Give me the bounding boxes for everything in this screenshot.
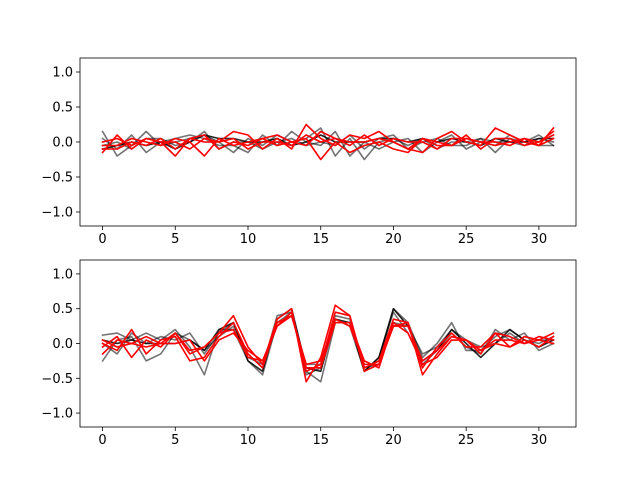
x-tick-label: 0	[98, 433, 106, 448]
y-tick-label: −1.0	[41, 407, 73, 422]
series-group	[101, 123, 555, 161]
x-tick-label: 10	[240, 232, 257, 247]
y-tick-label: −1.0	[41, 206, 73, 221]
y-tick-label: 0.5	[52, 101, 73, 116]
x-tick-label: 20	[385, 433, 402, 448]
x-tick-label: 20	[385, 232, 402, 247]
axes-1: 0 5 10 15 20 25 30 −1.0 −0.5 0.0 0.5 1.0	[41, 57, 577, 247]
x-tick-label: 15	[312, 232, 329, 247]
series-group	[101, 304, 555, 383]
x-tick-label: 25	[458, 433, 475, 448]
x-tick-label: 30	[531, 232, 548, 247]
y-tick-label: 0.0	[52, 136, 73, 151]
y-tick-label: 1.0	[52, 267, 73, 282]
x-tick-label: 25	[458, 232, 475, 247]
series-line-8	[101, 134, 555, 150]
y-tick-label: −0.5	[41, 171, 73, 186]
series-line-8	[101, 314, 555, 369]
y-tick-label: 0.5	[52, 302, 73, 317]
series-line-6	[101, 130, 555, 161]
axes-2: 0 5 10 15 20 25 30 −1.0 −0.5 0.0 0.5 1.0	[41, 259, 577, 448]
series-line-1	[101, 307, 555, 383]
series-line-5	[101, 123, 555, 157]
x-tick-label: 0	[98, 232, 106, 247]
y-tick-label: 1.0	[52, 66, 73, 81]
x-tick-label: 5	[171, 433, 179, 448]
x-tick-label: 5	[171, 232, 179, 247]
x-tick-label: 15	[312, 433, 329, 448]
y-tick-label: −0.5	[41, 372, 73, 387]
y-tick-label: 0.0	[52, 337, 73, 352]
x-tick-label: 10	[240, 433, 257, 448]
series-line-3	[101, 130, 555, 150]
x-tick-label: 30	[531, 433, 548, 448]
